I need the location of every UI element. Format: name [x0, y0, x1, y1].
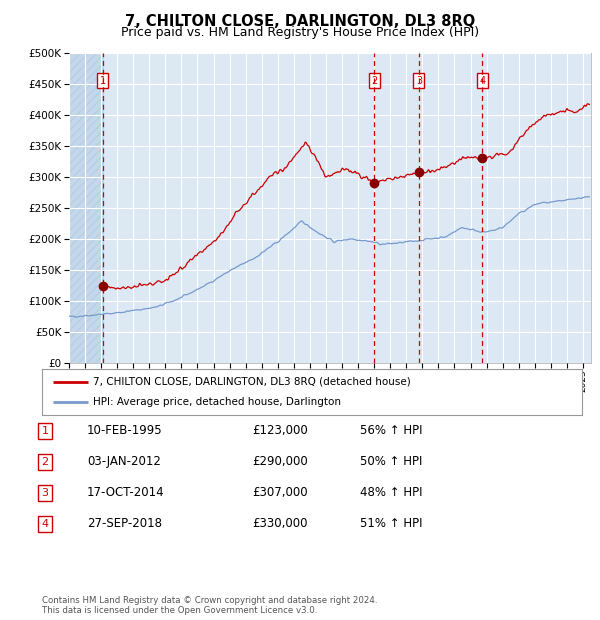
- Text: 1: 1: [100, 76, 106, 86]
- Text: 4: 4: [41, 519, 49, 529]
- Text: 2: 2: [41, 457, 49, 467]
- Text: 3: 3: [41, 488, 49, 498]
- Text: 50% ↑ HPI: 50% ↑ HPI: [360, 456, 422, 468]
- Text: £330,000: £330,000: [252, 518, 308, 530]
- Text: £290,000: £290,000: [252, 456, 308, 468]
- Text: 7, CHILTON CLOSE, DARLINGTON, DL3 8RQ (detached house): 7, CHILTON CLOSE, DARLINGTON, DL3 8RQ (d…: [94, 377, 411, 387]
- Text: 3: 3: [416, 76, 422, 86]
- Text: 7, CHILTON CLOSE, DARLINGTON, DL3 8RQ: 7, CHILTON CLOSE, DARLINGTON, DL3 8RQ: [125, 14, 475, 29]
- Text: £307,000: £307,000: [252, 487, 308, 499]
- Text: 51% ↑ HPI: 51% ↑ HPI: [360, 518, 422, 530]
- Text: 56% ↑ HPI: 56% ↑ HPI: [360, 425, 422, 437]
- Text: 03-JAN-2012: 03-JAN-2012: [87, 456, 161, 468]
- Text: 17-OCT-2014: 17-OCT-2014: [87, 487, 164, 499]
- Bar: [69, 53, 103, 363]
- Text: 4: 4: [479, 76, 485, 86]
- Text: 48% ↑ HPI: 48% ↑ HPI: [360, 487, 422, 499]
- Text: 1: 1: [41, 426, 49, 436]
- Text: £123,000: £123,000: [252, 425, 308, 437]
- Text: 10-FEB-1995: 10-FEB-1995: [87, 425, 163, 437]
- Text: Contains HM Land Registry data © Crown copyright and database right 2024.
This d: Contains HM Land Registry data © Crown c…: [42, 596, 377, 615]
- Text: HPI: Average price, detached house, Darlington: HPI: Average price, detached house, Darl…: [94, 397, 341, 407]
- Text: 27-SEP-2018: 27-SEP-2018: [87, 518, 162, 530]
- Text: 2: 2: [371, 76, 377, 86]
- Text: Price paid vs. HM Land Registry's House Price Index (HPI): Price paid vs. HM Land Registry's House …: [121, 26, 479, 39]
